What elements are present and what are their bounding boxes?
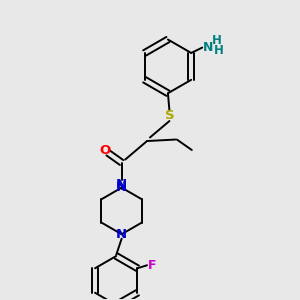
Text: N: N [116, 181, 127, 194]
Text: F: F [148, 259, 157, 272]
Text: H: H [212, 34, 222, 46]
Text: N: N [116, 178, 127, 190]
Text: H: H [214, 44, 224, 57]
Text: S: S [165, 109, 174, 122]
Text: N: N [116, 228, 127, 241]
Text: N: N [202, 41, 213, 54]
Text: O: O [100, 143, 111, 157]
